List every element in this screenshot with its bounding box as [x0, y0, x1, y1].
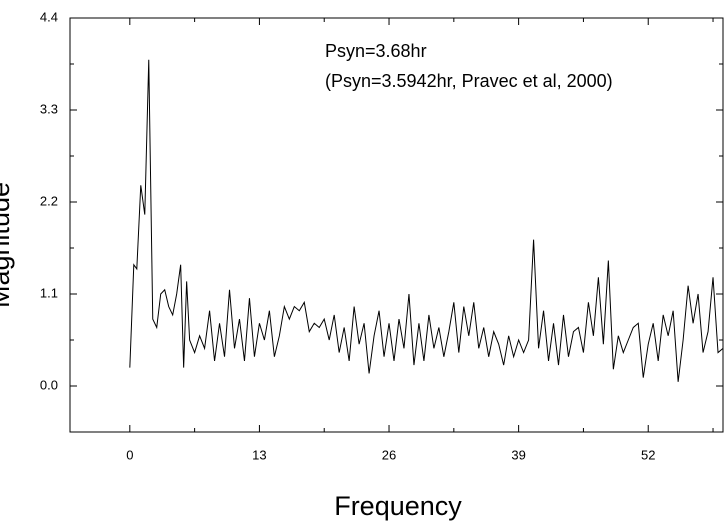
data-line — [129, 59, 724, 382]
y-axis-label: Magnitude — [0, 182, 15, 308]
x-tick-label: 13 — [252, 447, 266, 462]
y-tick-label: 3.3 — [40, 101, 58, 116]
annotation: Psyn=3.68hr — [325, 41, 427, 61]
plot-frame — [69, 17, 724, 433]
y-tick-label: 0.0 — [40, 377, 58, 392]
x-tick-label: 26 — [382, 447, 396, 462]
x-tick-label: 52 — [641, 447, 655, 462]
x-axis-label: Frequency — [334, 491, 462, 521]
y-tick-label: 4.4 — [40, 9, 58, 24]
y-tick-label: 1.1 — [40, 285, 58, 300]
x-tick-label: 39 — [511, 447, 525, 462]
x-tick-label: 0 — [126, 447, 133, 462]
y-tick-label: 2.2 — [40, 193, 58, 208]
annotation: (Psyn=3.5942hr, Pravec et al, 2000) — [325, 71, 613, 91]
